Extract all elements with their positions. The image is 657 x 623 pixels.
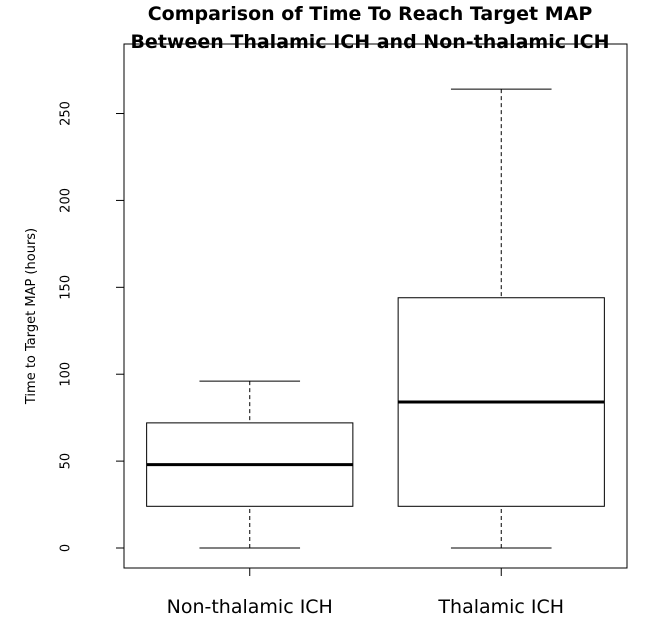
x-tick-label: Non-thalamic ICH: [167, 596, 333, 618]
y-tick-label: 200: [59, 188, 74, 213]
y-axis-label: Time to Target MAP (hours): [24, 228, 39, 405]
y-tick-label: 150: [59, 275, 74, 300]
chart-title: Comparison of Time To Reach Target MAP: [148, 3, 593, 25]
plot-frame: [123, 43, 628, 569]
y-tick-label: 50: [59, 453, 74, 470]
y-tick-label: 100: [59, 362, 74, 387]
x-tick-label: Thalamic ICH: [437, 596, 564, 618]
y-tick-label: 250: [59, 101, 74, 126]
chart-title: Between Thalamic ICH and Non-thalamic IC…: [130, 31, 609, 53]
y-tick-label: 0: [59, 544, 74, 552]
